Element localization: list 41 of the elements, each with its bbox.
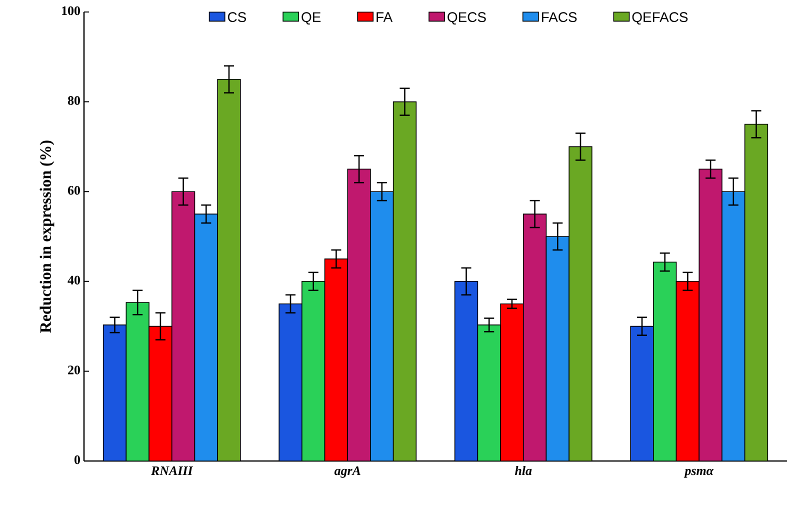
y-tick-label: 100	[62, 6, 80, 16]
x-tick-label: psmα	[684, 468, 714, 478]
bar	[302, 281, 326, 461]
bar	[148, 326, 172, 461]
bar	[217, 78, 241, 461]
bar	[194, 214, 218, 461]
legend-label: QE	[302, 12, 321, 25]
x-tick-label: agrA	[334, 466, 360, 478]
legend-label: QEFACS	[632, 12, 688, 25]
bar	[546, 236, 570, 461]
bar	[171, 191, 196, 461]
x-tick-label: hla	[514, 466, 532, 476]
bar	[102, 324, 127, 461]
bar	[522, 214, 547, 461]
bar	[477, 324, 501, 461]
bar	[324, 258, 348, 461]
bar	[500, 303, 524, 461]
x-tick-label: RNAIII	[150, 466, 194, 475]
legend-label: QECS	[448, 12, 486, 25]
bar	[676, 281, 700, 461]
legend-label: FA	[376, 12, 393, 22]
y-axis-title: Reduction in expression (%)	[40, 140, 54, 333]
y-tick-label: 40	[68, 276, 80, 285]
legend-label: CS	[228, 12, 246, 22]
bar	[568, 146, 592, 461]
bar	[370, 191, 394, 461]
y-tick-label: 0	[74, 455, 80, 464]
bar	[392, 101, 417, 461]
bar	[454, 281, 478, 461]
legend-label: FACS	[542, 12, 577, 22]
bar	[126, 302, 150, 461]
bar	[653, 262, 677, 461]
bar	[744, 124, 768, 461]
bar	[347, 168, 371, 461]
y-tick-label: 60	[68, 186, 80, 195]
y-tick-label: 80	[68, 96, 80, 105]
bar	[630, 326, 654, 461]
bar	[698, 168, 722, 461]
y-tick-label: 20	[68, 366, 80, 374]
bar	[278, 303, 302, 461]
bar	[722, 191, 746, 461]
